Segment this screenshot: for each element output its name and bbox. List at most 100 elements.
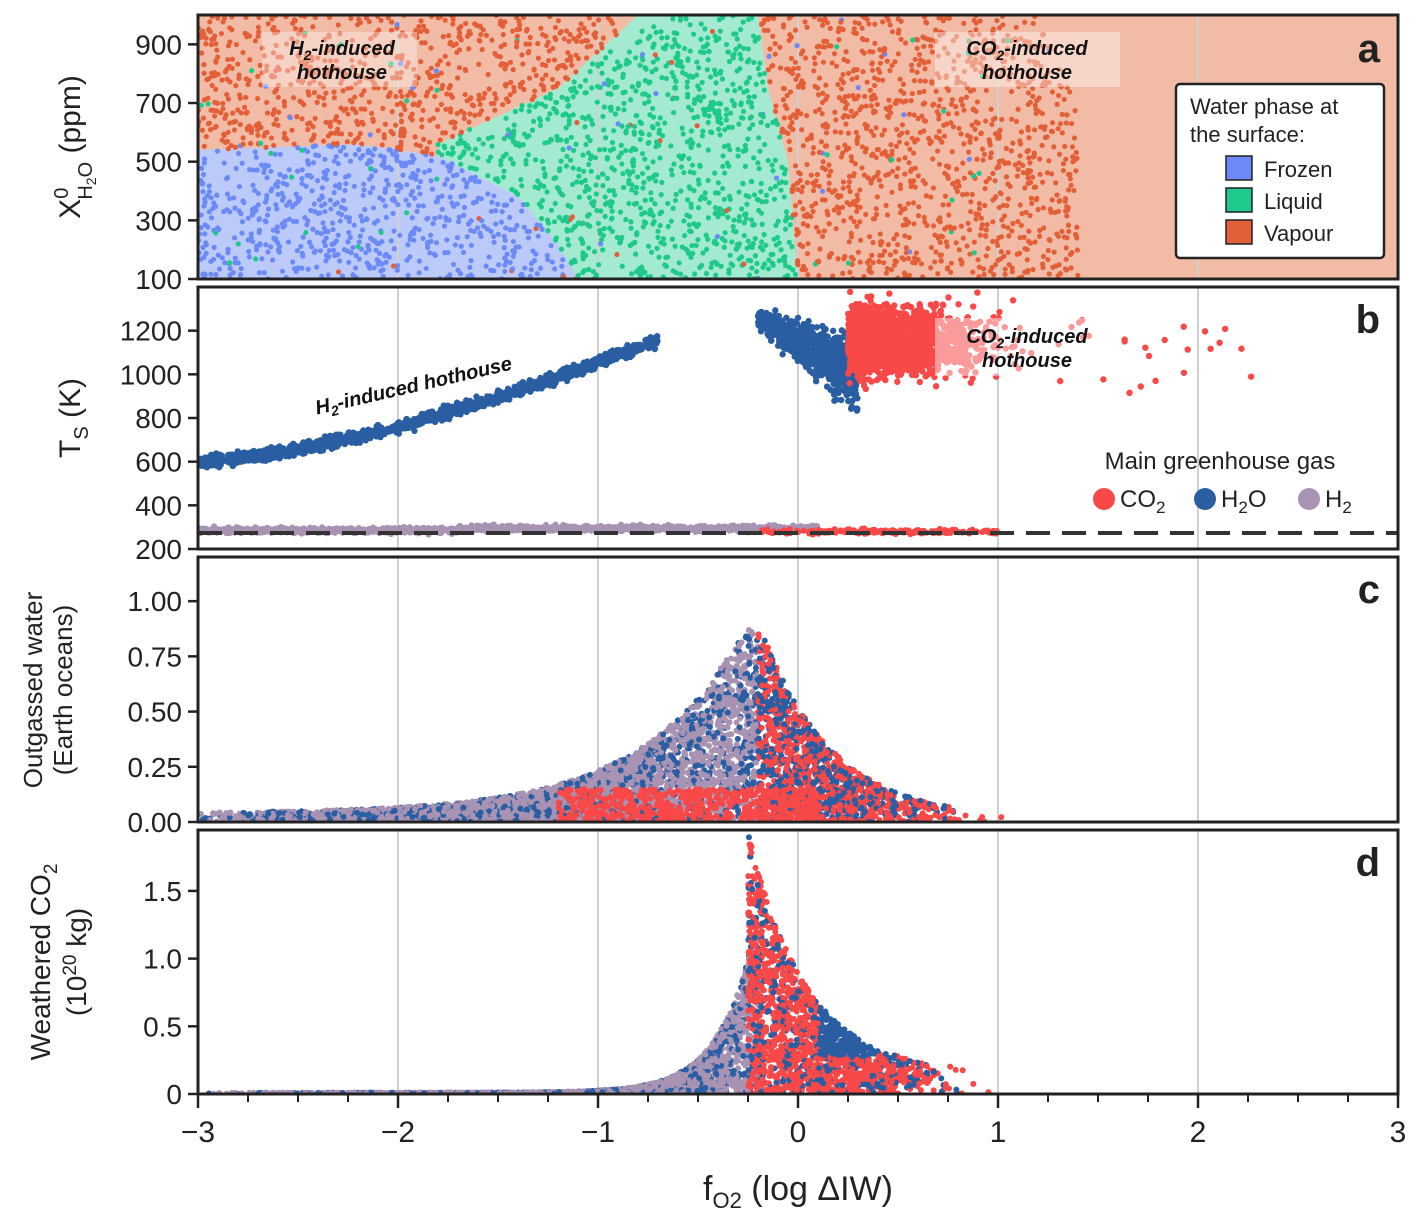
- point-vapour: [418, 18, 424, 24]
- point-vapour: [946, 212, 952, 218]
- point-vapour: [272, 89, 278, 95]
- point-liquid: [593, 272, 600, 278]
- point-frozen: [231, 195, 237, 201]
- point-frozen: [274, 224, 280, 230]
- point-liquid: [542, 140, 548, 146]
- point-liquid: [776, 258, 783, 264]
- point-vapour: [503, 83, 509, 89]
- point-liquid: [670, 268, 676, 274]
- point-liquid: [781, 255, 787, 261]
- point-vapour: [915, 115, 921, 122]
- point-liquid: [633, 200, 640, 207]
- point-vapour: [854, 74, 860, 81]
- point-liquid: [672, 84, 678, 90]
- point-vapour: [996, 133, 1003, 139]
- point-vapour: [448, 109, 454, 115]
- point-vapour: [998, 249, 1004, 255]
- point-frozen: [560, 257, 566, 263]
- point-liquid: [556, 214, 562, 220]
- point-vapour: [770, 63, 776, 69]
- point-frozen: [511, 227, 518, 233]
- point-vapour: [819, 22, 826, 28]
- point-vapour: [933, 134, 939, 140]
- point-vapour: [1041, 225, 1047, 231]
- point-liquid: [623, 147, 629, 154]
- point-vapour: [214, 47, 220, 53]
- point-liquid: [594, 207, 600, 214]
- point-vapour: [1018, 35, 1024, 42]
- point-liquid: [691, 271, 698, 277]
- point-liquid: [594, 99, 600, 105]
- point-vapour: [773, 103, 779, 109]
- point-liquid: [734, 241, 741, 247]
- point-frozen: [409, 153, 415, 159]
- point-vapour: [301, 102, 307, 108]
- point-liquid: [435, 149, 441, 155]
- point-frozen: [198, 178, 204, 184]
- point-vapour: [1065, 222, 1072, 228]
- point-frozen: [290, 259, 296, 265]
- point-vapour: [1015, 79, 1021, 85]
- point-vapour: [804, 113, 810, 119]
- point-liquid: [571, 79, 577, 85]
- point-vapour: [832, 109, 838, 115]
- point-vapour: [772, 108, 779, 114]
- point-vapour: [283, 41, 290, 47]
- point-frozen: [348, 250, 354, 256]
- point-liquid: [673, 191, 679, 198]
- point-vapour: [761, 27, 768, 33]
- point-vapour: [948, 269, 954, 275]
- point-liquid: [637, 136, 643, 143]
- point-vapour: [805, 241, 811, 247]
- point-liquid: [658, 209, 665, 215]
- point-liquid: [632, 55, 639, 61]
- point-liquid: [703, 246, 710, 252]
- point-vapour: [483, 32, 490, 38]
- point-frozen: [346, 218, 352, 225]
- point-vapour: [958, 223, 965, 229]
- point-liquid: [705, 177, 711, 184]
- point-frozen: [503, 258, 510, 264]
- point-frozen: [525, 235, 532, 241]
- point-frozen: [417, 191, 423, 197]
- point-vapour: [787, 147, 793, 153]
- point-frozen: [342, 206, 348, 212]
- point-liquid: [647, 211, 653, 217]
- point-liquid: [670, 109, 677, 116]
- point-frozen: [615, 121, 621, 127]
- point-liquid: [213, 230, 219, 236]
- point-vapour: [956, 183, 962, 189]
- point-frozen: [520, 202, 526, 208]
- point-vapour: [291, 17, 298, 23]
- point-frozen: [323, 235, 329, 241]
- point-frozen: [235, 150, 242, 157]
- point-liquid: [669, 70, 675, 76]
- point-vapour: [1004, 51, 1010, 57]
- point-vapour: [458, 129, 464, 136]
- point-frozen: [458, 243, 464, 249]
- point-liquid: [663, 75, 670, 82]
- point-liquid: [542, 103, 549, 109]
- point-frozen: [314, 264, 320, 270]
- point-vapour: [969, 191, 975, 198]
- point-frozen: [406, 159, 412, 165]
- point-vapour: [421, 136, 427, 142]
- point-vapour: [244, 125, 250, 132]
- point-liquid: [552, 200, 558, 207]
- point-vapour: [510, 28, 516, 34]
- point-vapour: [532, 88, 538, 94]
- point-vapour: [983, 63, 990, 70]
- point-vapour: [916, 62, 922, 68]
- point-vapour: [447, 83, 454, 89]
- point-vapour: [907, 178, 914, 184]
- point-vapour: [877, 252, 883, 259]
- point-vapour: [1004, 45, 1011, 51]
- point-liquid: [716, 16, 722, 23]
- point-liquid: [741, 212, 748, 218]
- point-frozen: [534, 271, 540, 277]
- point-liquid: [585, 134, 591, 140]
- point-vapour: [486, 86, 492, 92]
- point-vapour: [199, 127, 205, 133]
- point-liquid: [724, 160, 731, 166]
- point-vapour: [1008, 148, 1014, 154]
